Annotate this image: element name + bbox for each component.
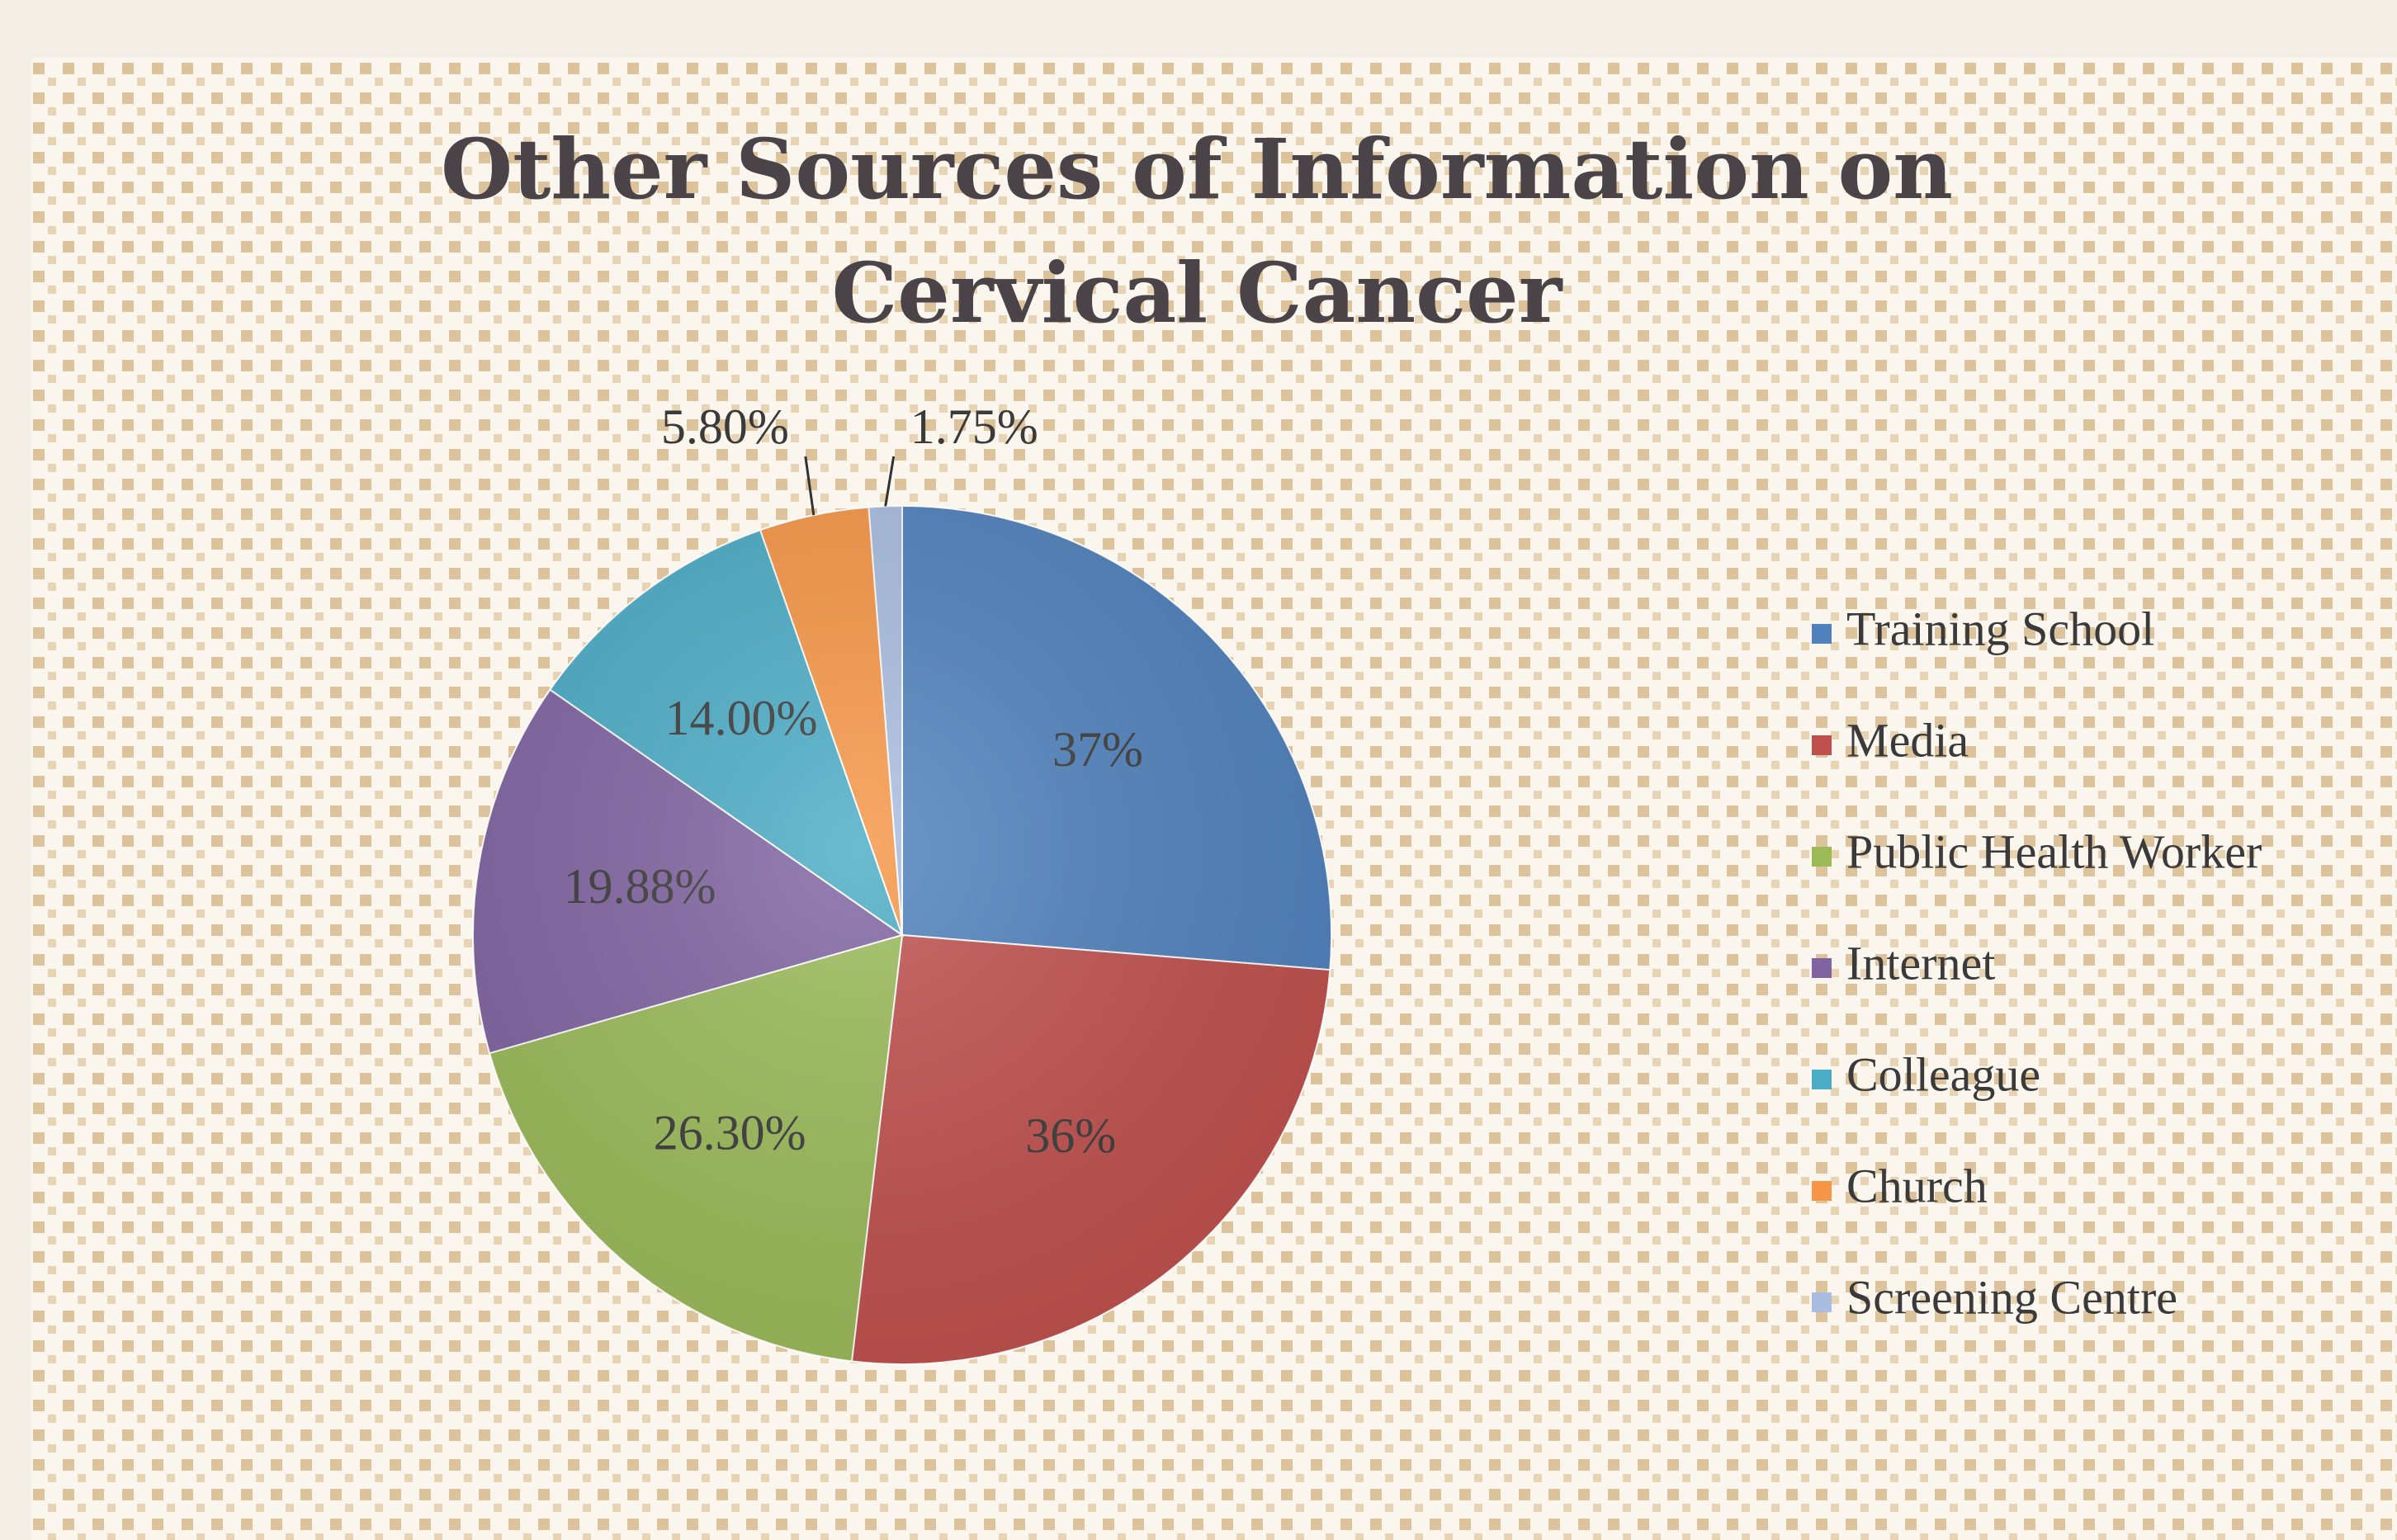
data-label: 1.75% (910, 399, 1038, 454)
chart-title: Other Sources of Information on Cervical… (441, 120, 1953, 342)
data-label: 26.30% (654, 1105, 806, 1160)
legend-swatch (1812, 735, 1832, 755)
legend-label: Training School (1846, 602, 2154, 655)
legend-label: Public Health Worker (1846, 824, 2262, 878)
data-label: 37% (1052, 722, 1143, 777)
legend-swatch (1812, 1181, 1832, 1201)
data-label: 14.00% (664, 691, 817, 745)
leader-line (804, 456, 816, 516)
legend-label: Internet (1846, 936, 1995, 990)
legend-swatch (1812, 958, 1832, 978)
legend-label: Church (1846, 1159, 1988, 1212)
legend-label: Media (1846, 713, 1969, 767)
leader-line (884, 456, 896, 507)
legend-swatch (1812, 847, 1832, 867)
data-label: 36% (1025, 1108, 1116, 1163)
legend-label: Colleague (1846, 1047, 2040, 1101)
legend-swatch (1812, 1070, 1832, 1089)
data-label: 19.88% (563, 859, 716, 914)
legend-label: Screening Centre (1846, 1270, 2177, 1324)
data-label: 5.80% (661, 399, 789, 454)
legend-swatch (1812, 624, 1832, 644)
legend-swatch (1812, 1292, 1832, 1312)
